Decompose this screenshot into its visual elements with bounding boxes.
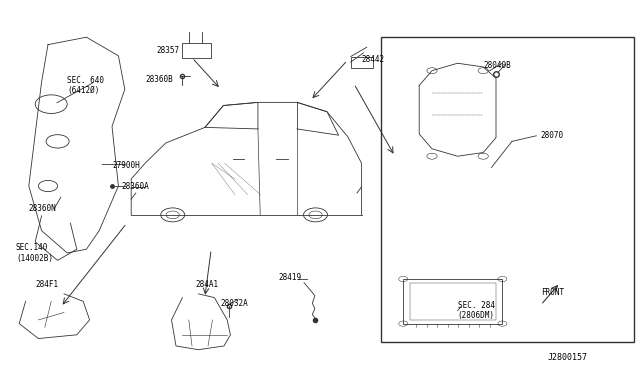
Text: FRONT: FRONT	[541, 288, 564, 296]
Bar	[403, 279, 502, 324]
Text: 27900H: 27900H	[112, 161, 140, 170]
Text: 28419: 28419	[278, 273, 301, 282]
Bar	[381, 37, 634, 342]
Text: SEC. 284
(2806DM): SEC. 284 (2806DM)	[458, 301, 495, 320]
Text: 284A1: 284A1	[195, 280, 218, 289]
Text: SEC.140
(14002B): SEC.140 (14002B)	[16, 243, 53, 263]
Text: 28070: 28070	[541, 131, 564, 140]
Text: 28032A: 28032A	[221, 299, 248, 308]
Text: 28360A: 28360A	[122, 182, 149, 190]
Bar	[182, 43, 211, 58]
Text: 28357: 28357	[157, 46, 180, 55]
Text: 28040B: 28040B	[483, 61, 511, 70]
Text: J2800157: J2800157	[547, 353, 588, 362]
Text: SEC. 640
(6412Ø): SEC. 640 (6412Ø)	[67, 76, 104, 95]
Text: 28360N: 28360N	[29, 204, 56, 213]
Bar	[410, 283, 496, 320]
Text: 284F1: 284F1	[35, 280, 58, 289]
Text: 28360B: 28360B	[146, 76, 173, 84]
Text: 28442: 28442	[362, 55, 385, 64]
Bar	[351, 57, 373, 68]
